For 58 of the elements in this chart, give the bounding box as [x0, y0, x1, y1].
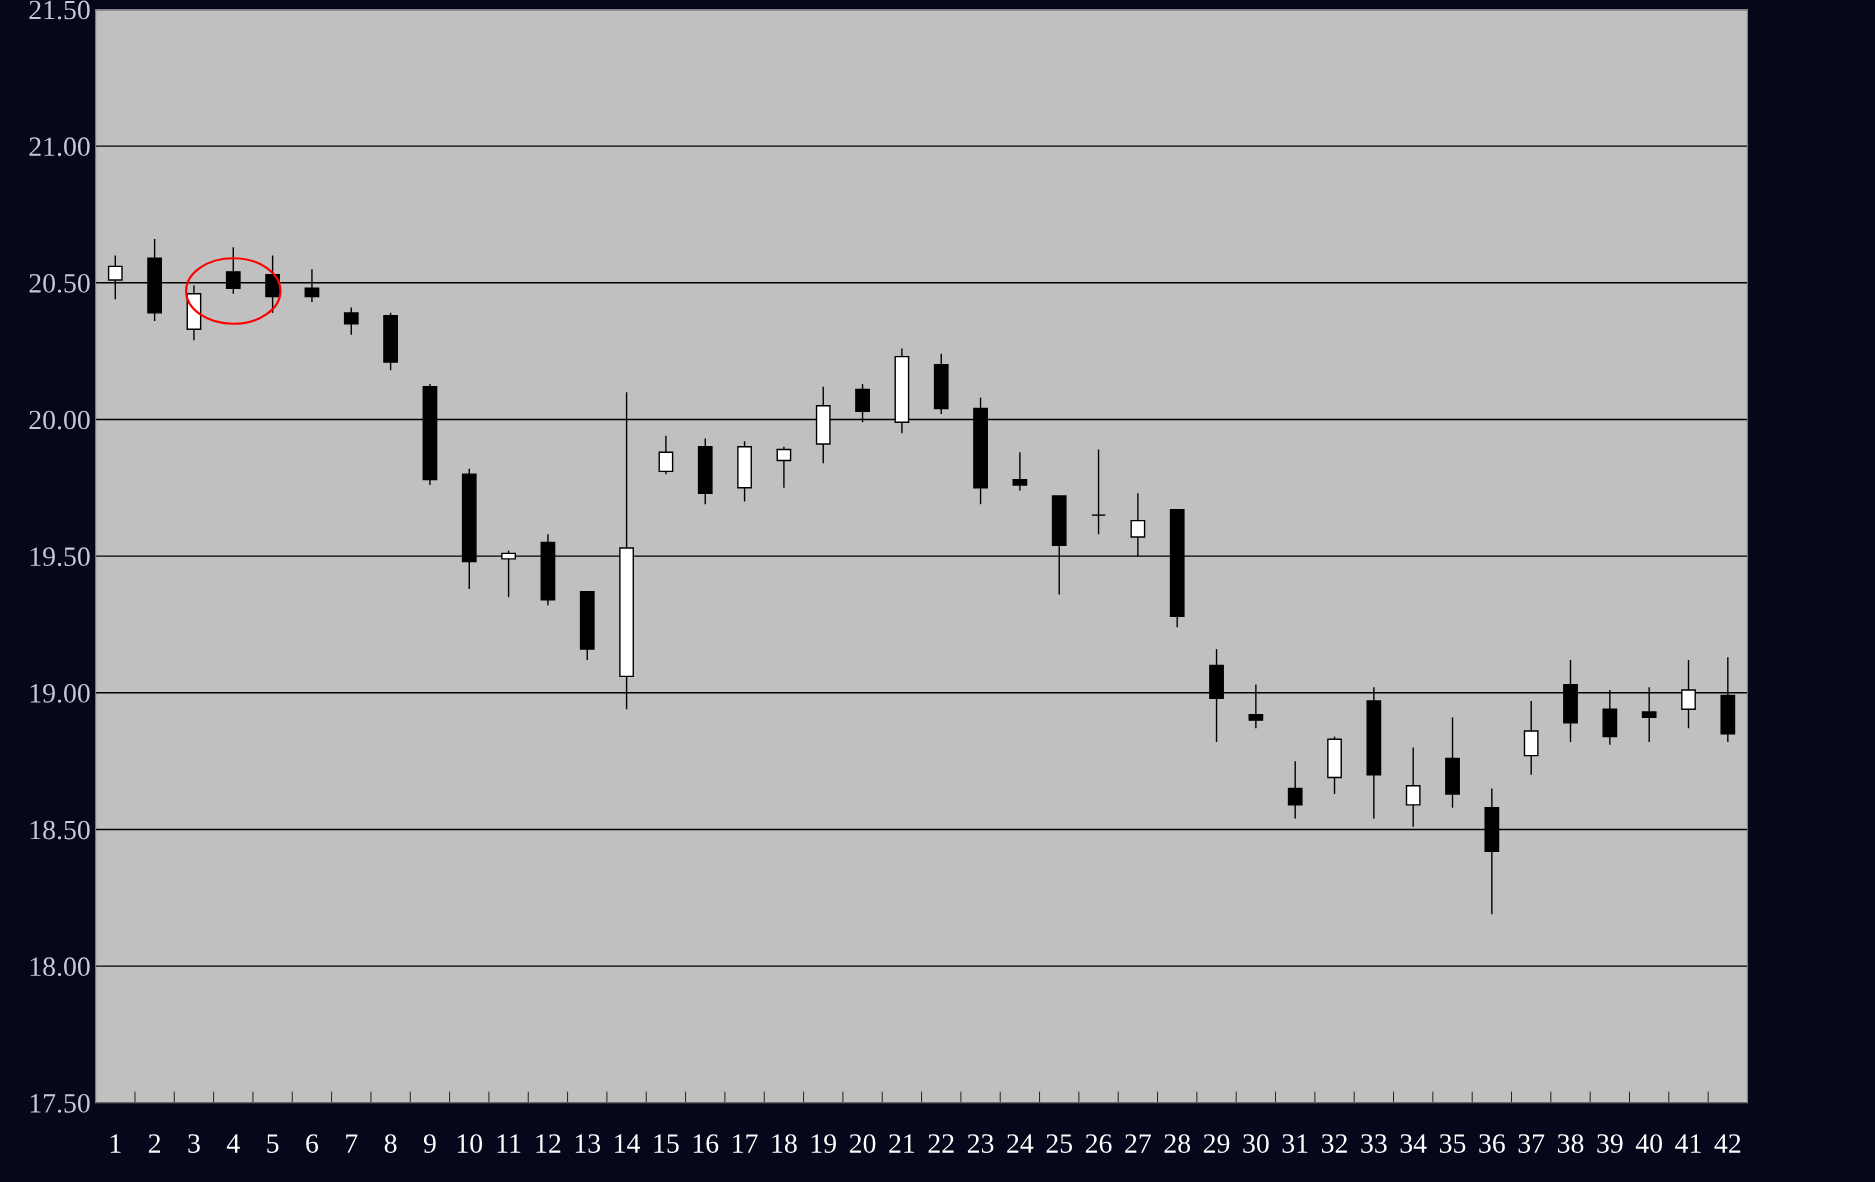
x-tick-label: 34 [1400, 1134, 1427, 1153]
x-tick-label: 8 [384, 1134, 397, 1153]
x-tick-label: 15 [654, 1134, 679, 1153]
x-tick-label: 21 [889, 1134, 915, 1153]
x-tick-label: 29 [1203, 1134, 1230, 1153]
x-tick-label: 30 [1243, 1134, 1269, 1153]
x-tick-label: 3 [188, 1134, 200, 1153]
x-tick-label: 25 [1046, 1134, 1073, 1153]
x-tick-label: 7 [346, 1134, 358, 1153]
y-tick-label: 21.00 [29, 137, 90, 157]
x-tick-label: 1 [110, 1134, 121, 1153]
x-tick-label: 18 [772, 1134, 797, 1153]
x-tick-label: 26 [1085, 1134, 1112, 1153]
y-tick-label: 20.00 [29, 410, 90, 430]
candlestick [776, 446, 792, 489]
x-tick-label: 14 [615, 1134, 641, 1153]
x-tick-label: 6 [306, 1134, 319, 1153]
x-tick-label: 11 [497, 1134, 521, 1153]
x-tick-label: 24 [1007, 1134, 1034, 1153]
y-tick-label: 18.00 [30, 957, 90, 977]
y-tick-label: 17.50 [30, 1093, 90, 1113]
x-tick-label: 33 [1361, 1134, 1387, 1153]
x-tick-label: 27 [1125, 1134, 1151, 1153]
x-tick-label: 2 [148, 1134, 161, 1153]
x-tick-label: 42 [1714, 1134, 1741, 1153]
x-tick-label: 38 [1557, 1134, 1584, 1153]
x-tick-label: 36 [1479, 1134, 1505, 1153]
x-tick-label: 19 [811, 1134, 836, 1153]
x-tick-label: 13 [575, 1134, 601, 1153]
x-tick-label: 23 [967, 1134, 994, 1153]
y-tick-label: 21.50 [29, 0, 90, 20]
y-tick-label: 18.50 [30, 820, 90, 840]
x-tick-label: 41 [1675, 1134, 1701, 1153]
candlestick [1012, 451, 1028, 492]
x-tick-label: 9 [423, 1134, 436, 1153]
x-tick-label: 12 [536, 1134, 561, 1153]
candlestick [658, 435, 674, 475]
x-tick-label: 35 [1439, 1134, 1466, 1153]
x-tick-label: 31 [1282, 1134, 1308, 1153]
candlestick [343, 306, 359, 336]
candlestick [1287, 760, 1303, 820]
x-tick-label: 20 [849, 1134, 876, 1153]
y-tick-label: 19.50 [30, 547, 90, 567]
x-tick-label: 10 [457, 1134, 483, 1153]
x-tick-label: 5 [267, 1134, 279, 1153]
x-tick-label: 17 [733, 1134, 758, 1153]
x-tick-label: 39 [1597, 1134, 1623, 1153]
x-tick-label: 28 [1164, 1134, 1191, 1153]
candlestick [1405, 746, 1421, 828]
x-tick-label: 32 [1321, 1134, 1347, 1153]
y-tick-label: 20.50 [29, 273, 90, 293]
x-tick-label: 16 [693, 1134, 719, 1153]
candlestick [1091, 448, 1106, 535]
x-tick-label: 40 [1635, 1134, 1662, 1153]
y-tick-label: 19.00 [30, 683, 90, 703]
x-tick-label: 22 [928, 1134, 954, 1153]
x-tick-label: 37 [1518, 1134, 1545, 1153]
x-tick-label: 4 [226, 1134, 240, 1153]
